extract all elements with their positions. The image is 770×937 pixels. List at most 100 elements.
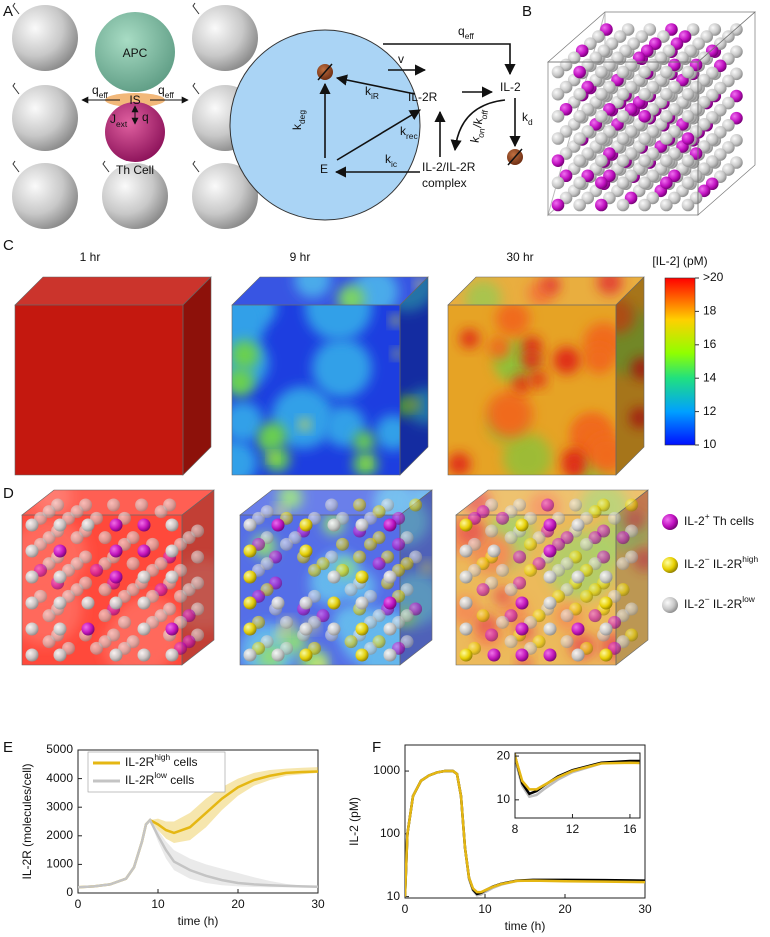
blob [312, 657, 326, 665]
cell-sphere [608, 511, 622, 525]
cell-sphere [722, 30, 735, 43]
series-line [405, 769, 645, 897]
cell-sphere [364, 537, 378, 551]
legend-marker [662, 557, 678, 573]
blob [337, 285, 365, 305]
cell-sphere [571, 518, 585, 532]
cell-sphere [299, 648, 313, 662]
cell-sphere [705, 177, 719, 191]
is-label: IS [129, 93, 140, 107]
cell-sphere [649, 37, 662, 50]
blob [530, 371, 547, 388]
legend-label: IL-2Rlow cells [125, 770, 194, 787]
cell-sphere [280, 615, 294, 629]
blob [456, 596, 481, 626]
cell-sphere [697, 51, 711, 65]
cell-sphere [280, 537, 294, 551]
cell-sphere [678, 30, 692, 43]
face-fill [183, 277, 211, 475]
cell-sphere [580, 537, 594, 551]
x-axis-label: time (h) [178, 914, 219, 928]
cell-sphere [25, 648, 39, 662]
text-part: ic [391, 159, 397, 169]
cell-sphere [137, 544, 151, 558]
blob [408, 399, 420, 410]
plot-lines [405, 769, 645, 897]
cell-sphere [409, 498, 423, 512]
cell-sphere [595, 110, 608, 123]
blob [541, 277, 561, 295]
receptor [192, 2, 200, 15]
cell-sphere [681, 132, 695, 145]
cell-sphere [668, 147, 681, 160]
cell-sphere [25, 570, 39, 584]
text-part: off [479, 109, 491, 120]
text-part: k [385, 152, 392, 166]
cell-sphere [681, 198, 695, 212]
cell-sphere [327, 518, 341, 532]
text-part: d [528, 117, 533, 127]
cell-sphere [559, 169, 573, 183]
cell-sphere [543, 648, 557, 662]
receptor [192, 160, 200, 173]
blob [631, 357, 644, 380]
cell-sphere [53, 596, 67, 610]
colorbar [664, 277, 696, 446]
cell-sphere [689, 125, 703, 138]
cell-sphere [327, 570, 341, 584]
text-part: rec [406, 131, 418, 141]
cell-sphere [730, 67, 743, 81]
cell-sphere [496, 615, 510, 629]
cell-sphere [543, 596, 557, 610]
cell-sphere [646, 102, 660, 116]
cell-sphere [646, 191, 660, 205]
y-tick-label: 3000 [46, 799, 73, 813]
y-tick-label: 4000 [46, 771, 73, 785]
cell-sphere [697, 73, 711, 87]
cell-sphere [603, 125, 616, 138]
cell-sphere [689, 80, 703, 94]
cell-sphere [599, 570, 613, 584]
cell-sphere [174, 589, 188, 603]
blob [616, 298, 635, 334]
cell-sphere [559, 80, 573, 94]
cell-sphere [730, 156, 743, 169]
cube-edge [615, 489, 649, 666]
band [78, 767, 318, 888]
cell-sphere [243, 622, 257, 636]
cell-sphere [613, 30, 627, 43]
cell-sphere [543, 544, 557, 558]
blob [553, 347, 581, 374]
cell-sphere [616, 87, 630, 101]
cube-face [15, 305, 183, 475]
text-part: Th cells [710, 514, 754, 528]
text-part: IL-2R [710, 597, 743, 611]
x-tick-label: 10 [478, 902, 492, 916]
cell-sphere [571, 622, 585, 636]
cell-sphere [638, 110, 651, 123]
text-part: cells [167, 773, 194, 787]
cell-sphere [595, 132, 608, 145]
cell-sphere [543, 622, 557, 636]
slash [317, 63, 333, 81]
cell-sphere [81, 622, 95, 636]
cell-sphere [372, 557, 386, 571]
cell-sphere [616, 531, 630, 545]
text-part: deg [297, 110, 307, 124]
cell-sphere [643, 23, 657, 36]
cell-sphere [53, 622, 67, 636]
cell-sphere [581, 102, 595, 116]
cell-sphere [700, 30, 714, 43]
cell-sphere [25, 544, 39, 558]
node-label: E [320, 162, 328, 176]
text-part: low [154, 770, 168, 780]
blob [632, 547, 648, 572]
blob [390, 315, 400, 326]
colorbar-tick-label: 12 [703, 404, 717, 418]
cell-sphere [165, 622, 179, 636]
cell-sphere [551, 154, 565, 167]
cube-face [15, 277, 211, 305]
cell-sphere [681, 154, 695, 167]
blob [232, 340, 260, 370]
blob [299, 418, 311, 431]
